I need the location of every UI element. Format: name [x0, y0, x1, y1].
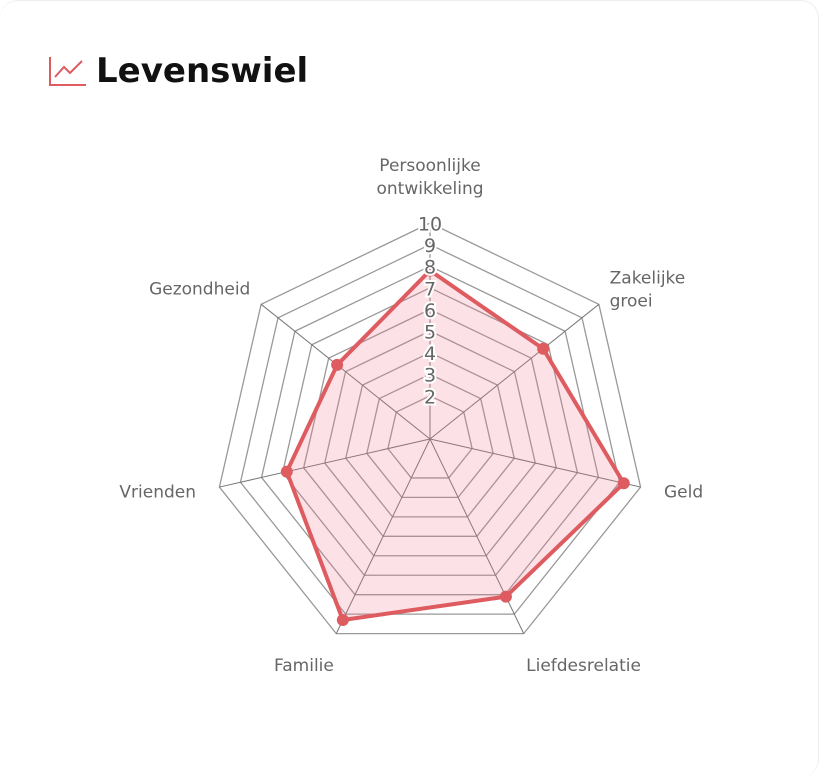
data-area: [284, 268, 626, 622]
r-tick-label: 6: [424, 300, 436, 322]
axis-label: ontwikkeling: [376, 179, 483, 199]
axis-label: groei: [610, 291, 653, 311]
data-point: [537, 342, 550, 355]
axis-label: Familie: [274, 656, 334, 676]
axis-label: Gezondheid: [149, 279, 250, 299]
axis-label: Persoonlijke: [379, 156, 480, 176]
r-tick-label: 5: [424, 322, 436, 344]
grid-ring: [239, 243, 621, 615]
r-tick-label: 3: [424, 365, 436, 387]
r-tick-label: 7: [424, 278, 436, 300]
axis-label: Zakelijke: [610, 268, 686, 288]
grid-ring: [366, 373, 494, 499]
chart-icon: [49, 57, 86, 86]
axis-label: Geld: [664, 482, 703, 502]
r-tick-label: 10: [418, 214, 442, 236]
grid-ring: [345, 351, 515, 518]
data-point: [280, 465, 293, 478]
r-tick-label: 2: [424, 386, 436, 408]
data-point: [424, 264, 436, 277]
chart-title: Levenswiel: [96, 51, 309, 91]
r-tick-label: 9: [424, 235, 436, 257]
r-tick-label: 4: [424, 343, 436, 365]
grid-ring: [218, 222, 642, 635]
axis-line: [219, 438, 431, 488]
data-point: [336, 613, 349, 626]
grid-ring: [324, 330, 536, 537]
data-point: [617, 477, 630, 490]
data-point: [499, 590, 512, 603]
axis-label: Liefdesrelatie: [526, 656, 641, 676]
grid-ring: [260, 265, 600, 596]
axis-line: [429, 303, 600, 440]
axis-line: [260, 303, 431, 440]
r-tick-label: 8: [424, 257, 436, 279]
grid-ring: [302, 308, 558, 557]
axis-line: [429, 438, 641, 488]
grid-ring: [387, 395, 473, 479]
axis-label: Vrienden: [119, 482, 196, 502]
data-point: [331, 358, 344, 371]
axis-line: [335, 438, 431, 634]
